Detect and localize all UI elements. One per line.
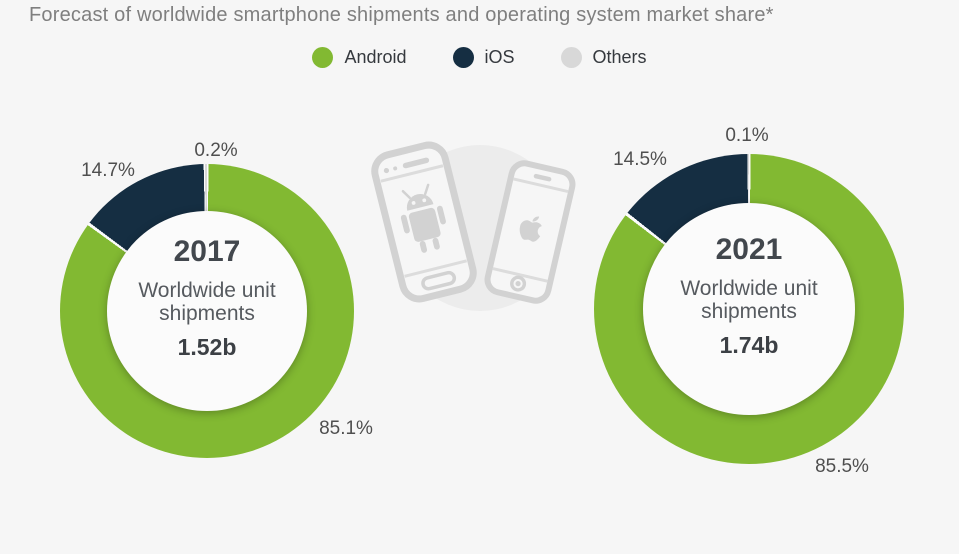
android-swatch-icon	[312, 47, 334, 68]
legend-item-others: Others	[560, 47, 647, 68]
center-label: Worldwide unit shipments	[138, 279, 276, 325]
year-label: 2021	[715, 233, 783, 267]
slice-label-ios-2021: 14.5%	[613, 149, 667, 170]
apple-logo-icon	[519, 216, 542, 242]
center-value: 1.74b	[719, 331, 779, 358]
slice-label-android-2017: 85.1%	[319, 418, 373, 439]
center-value: 1.52b	[177, 333, 237, 360]
legend-label-others: Others	[592, 47, 647, 67]
legend-label-ios: iOS	[484, 47, 515, 67]
others-swatch-icon	[560, 47, 582, 68]
legend-item-ios: iOS	[452, 47, 515, 68]
legend-item-android: Android	[312, 47, 407, 68]
android-robot-icon	[400, 183, 446, 253]
slice-label-others-2017: 0.2%	[194, 140, 238, 161]
donut-center-2021: 2021 Worldwide unit shipments 1.74b	[643, 203, 855, 415]
year-label: 2017	[173, 235, 241, 269]
legend: Android iOS Others	[0, 47, 959, 68]
slice-label-ios-2017: 14.7%	[81, 160, 135, 181]
slice-label-others-2021: 0.1%	[725, 125, 769, 146]
slice-label-android-2021: 85.5%	[815, 456, 869, 477]
chart-title: Forecast of worldwide smartphone shipmen…	[29, 4, 774, 26]
android-phone-icon	[371, 141, 477, 303]
legend-label-android: Android	[344, 47, 407, 67]
ios-swatch-icon	[452, 47, 474, 68]
phones-illustration	[371, 141, 576, 311]
donut-chart-2017: 2017 Worldwide unit shipments 1.52b	[60, 164, 354, 458]
center-label: Worldwide unit shipments	[680, 277, 818, 323]
donut-center-2017: 2017 Worldwide unit shipments 1.52b	[107, 211, 307, 411]
donut-chart-2021: 2021 Worldwide unit shipments 1.74b	[594, 154, 904, 464]
apple-phone-icon	[484, 160, 576, 304]
